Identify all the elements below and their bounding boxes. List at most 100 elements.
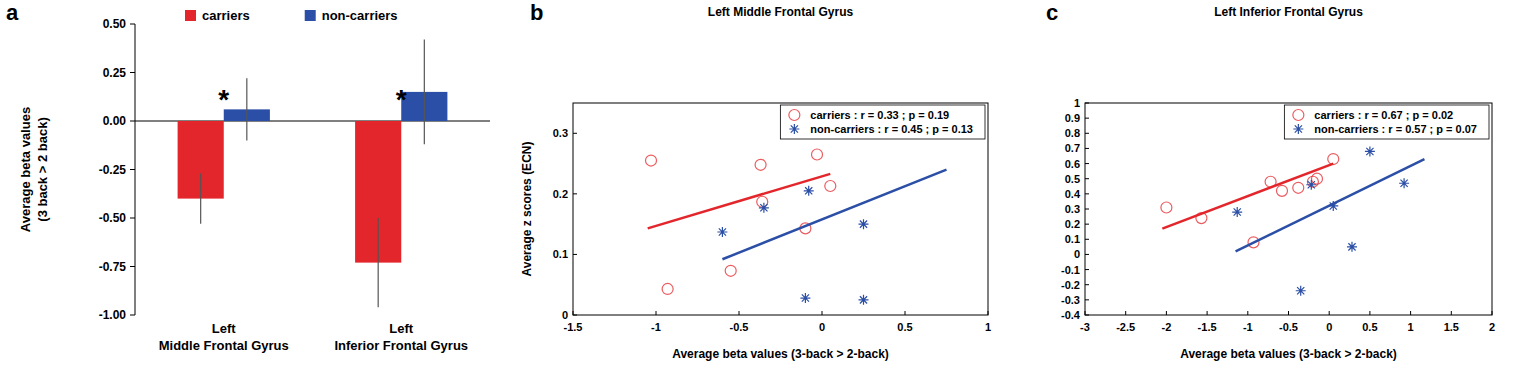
y-tick: [1085, 178, 1089, 179]
y-tick-label: -0.4: [1061, 309, 1081, 321]
point: [1306, 180, 1316, 190]
x-tick: [1288, 311, 1289, 315]
x-tick: [739, 311, 740, 315]
y-tick: [130, 121, 135, 122]
x-tick-label: 1: [1408, 321, 1414, 333]
y-axis-label: Average z scores (ECN): [520, 142, 534, 277]
title: Left Inferior Frontal Gyrus: [1214, 5, 1363, 19]
x-tick-label-line: Middle Frontal Gyrus: [159, 338, 289, 353]
point: [859, 295, 869, 305]
y-tick: [1085, 103, 1089, 104]
y-tick: [573, 133, 577, 134]
point: [1328, 154, 1339, 165]
y-tick-label: 0.3: [1065, 203, 1080, 215]
x-tick-label-line: Inferior Frontal Gyrus: [334, 338, 468, 353]
x-tick: [656, 311, 657, 315]
point: [825, 180, 836, 191]
y-tick-label: 0.9: [1065, 112, 1080, 124]
y-tick: [1085, 224, 1089, 225]
y-tick: [1085, 315, 1089, 316]
point: [759, 203, 769, 213]
y-tick: [1085, 133, 1089, 134]
y-tick-label: -0.50: [99, 211, 127, 225]
y-tick-label: 0.50: [103, 17, 127, 31]
y-tick-label: 1: [1074, 97, 1080, 109]
x-tick: [1451, 311, 1452, 315]
x-tick: [1207, 311, 1208, 315]
legend: carriersnon-carriers: [185, 8, 398, 23]
annotation: *: [218, 84, 229, 115]
legend-label: carriers: [202, 8, 250, 23]
x-tick-label-line: Left: [389, 321, 414, 336]
x-tick-label: 1: [985, 321, 991, 333]
y-tick: [1085, 209, 1089, 210]
point: [1293, 182, 1304, 193]
panel-label: c: [1046, 0, 1058, 25]
legend-box: [1284, 105, 1489, 139]
legend-marker: [789, 124, 799, 134]
legend-swatch: [305, 10, 316, 21]
plot-frame: [573, 103, 988, 315]
x-tick: [1125, 311, 1126, 315]
legend-label: non-carriers : r = 0.45 ; p = 0.13: [810, 123, 973, 135]
x-tick-label: Left Middle Frontal Gyrus: [159, 321, 289, 353]
point: [725, 265, 736, 276]
y-tick-label: 0: [562, 309, 568, 321]
x-tick-label: Left Inferior Frontal Gyrus: [334, 321, 468, 353]
title: Left Middle Frontal Gyrus: [708, 5, 854, 19]
point: [1328, 201, 1338, 211]
legend-marker: [1293, 110, 1304, 121]
y-tick: [1085, 148, 1089, 149]
x-tick-label: -0.5: [730, 321, 749, 333]
error-bar: [424, 40, 425, 145]
y-tick-label: 0.2: [1065, 218, 1080, 230]
point: [755, 159, 766, 170]
y-tick: [573, 315, 577, 316]
legend: carriers : r = 0.67 ; p = 0.02non-carrie…: [1284, 105, 1489, 139]
y-tick: [130, 218, 135, 219]
annotation: *: [396, 84, 407, 115]
plot-area: [1161, 146, 1425, 295]
point: [1232, 207, 1242, 217]
x-tick-label-line: Left: [212, 321, 237, 336]
y-tick-label: -0.25: [99, 163, 127, 177]
x-tick-label: 2: [1489, 321, 1495, 333]
x-tick: [905, 311, 906, 315]
y-tick-label: 0: [1074, 248, 1080, 260]
x-tick-label: -2.5: [1116, 321, 1135, 333]
point: [812, 149, 823, 160]
legend-marker: [789, 110, 800, 121]
y-tick-label: 0.7: [1065, 142, 1080, 154]
y-tick: [130, 72, 135, 73]
y-tick-label: 0.1: [1065, 233, 1080, 245]
y-tick: [1085, 299, 1089, 300]
y-tick: [1085, 239, 1089, 240]
y-tick-label: 0.1: [553, 248, 568, 260]
y-tick-label: 0.3: [553, 127, 568, 139]
point: [1196, 213, 1207, 224]
plot-area: [178, 40, 448, 308]
x-tick-label: -1: [651, 321, 661, 333]
x-tick-label: -3: [1080, 321, 1090, 333]
figure: -1.00-0.75-0.50-0.250.000.250.50LeftMidd…: [0, 0, 1516, 371]
point: [859, 219, 869, 229]
y-tick: [1085, 269, 1089, 270]
y-axis-label: (3 back > 2 back): [35, 117, 50, 221]
legend-label: non-carriers : r = 0.57 ; p = 0.07: [1314, 123, 1477, 135]
y-tick-label: 0.4: [1065, 188, 1081, 200]
error-bar: [246, 78, 247, 140]
y-tick-label: -0.1: [1061, 264, 1080, 276]
x-tick: [1166, 311, 1167, 315]
point: [1399, 178, 1409, 188]
x-tick: [988, 311, 989, 315]
y-tick-label: 0.25: [103, 66, 127, 80]
x-tick-label: -0.5: [1279, 321, 1298, 333]
y-tick: [130, 266, 135, 267]
x-tick-label: -2: [1162, 321, 1172, 333]
x-tick: [822, 311, 823, 315]
x-axis-label: Average beta values (3-back > 2-back): [672, 347, 889, 361]
y-tick-label: -1.00: [99, 308, 127, 322]
x-tick-label: -1.5: [564, 321, 583, 333]
y-tick: [1085, 284, 1089, 285]
x-tick: [573, 311, 574, 315]
